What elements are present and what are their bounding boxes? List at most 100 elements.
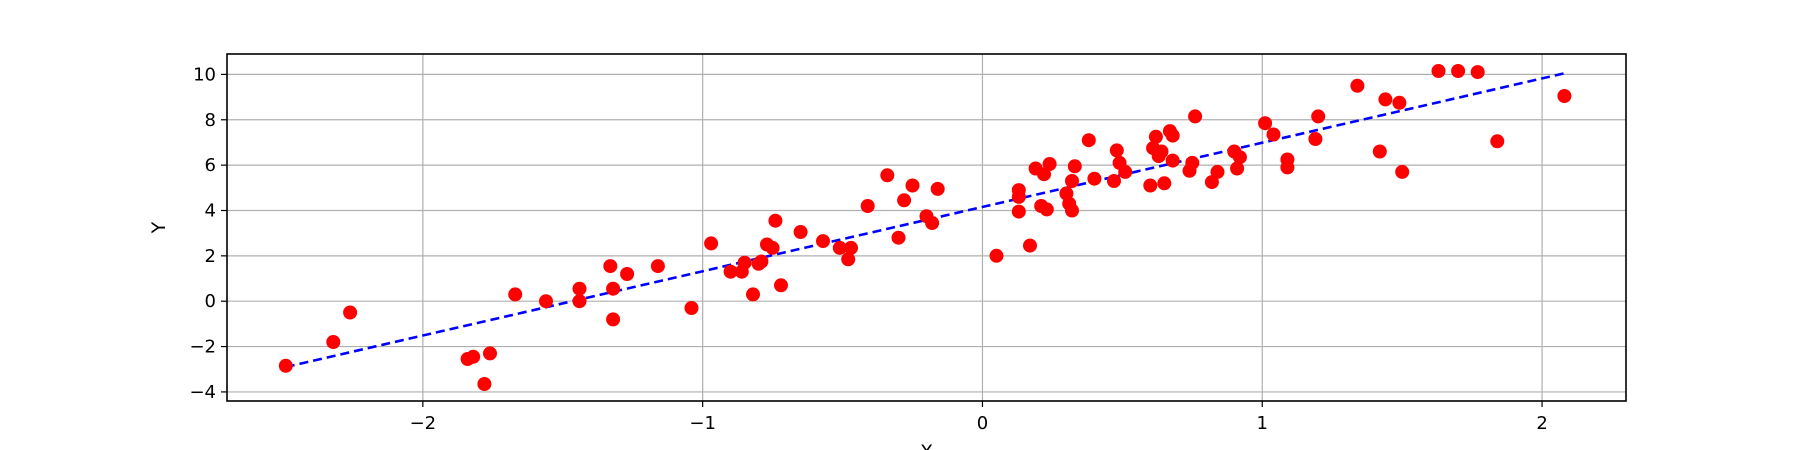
scatter-point [603,259,618,274]
scatter-point [1039,202,1054,217]
scatter-point [1157,176,1172,191]
scatter-point [844,240,858,255]
fit-line [285,72,1565,369]
y-tick-label: 4 [205,200,216,221]
scatter-point [1067,159,1082,174]
scatter-point [1154,144,1169,159]
scatter-point [1118,164,1133,179]
scatter-point [572,281,587,296]
scatter-point [1148,129,1163,144]
scatter-point [704,236,719,251]
scatter-point [989,248,1004,263]
scatter-point [1081,133,1096,148]
y-tick-label: 0 [205,291,216,312]
scatter-point [508,287,523,302]
y-axis-label: Y [148,221,170,234]
scatter-point [905,178,920,193]
x-axis-label: X [920,441,933,450]
scatter-point [1557,89,1572,103]
scatter-point [620,267,635,281]
scatter-point [737,255,752,270]
scatter-point [477,377,492,391]
x-tick-label: 2 [1536,413,1547,434]
scatter-point [278,358,293,373]
scatter-point [1451,64,1466,78]
scatter-point [1165,128,1180,143]
scatter-point [539,294,553,309]
y-tick-label: −4 [189,382,216,403]
plot-area-frame [226,53,1627,402]
scatter-point [765,240,780,255]
scatter-point [1011,189,1026,204]
fit-line-layer [285,72,1565,369]
scatter-point [1308,132,1323,146]
scatter-point [1011,204,1026,219]
scatter-point [832,240,847,255]
scatter-point [1143,178,1158,193]
scatter-point [1065,203,1079,218]
scatter-point [891,230,906,245]
scatter-point [1065,174,1079,188]
x-tick-label: 0 [977,413,988,434]
scatter-point [1042,157,1057,171]
scatter-point [1109,143,1124,158]
scatter-point [1280,160,1295,175]
y-tick-label: 8 [205,110,216,131]
x-tick-label: −1 [689,413,716,434]
scatter-point [897,193,912,208]
scatter-point [326,335,341,349]
scatter-point [1378,92,1393,107]
scatter-point [684,301,699,315]
x-tick-label: 1 [1257,413,1268,434]
scatter-point [723,264,738,279]
scatter-point [466,349,481,364]
scatter-point [650,259,665,274]
scatter-point [1392,95,1407,110]
scatter-point [606,281,621,296]
scatter-point [1490,134,1505,149]
scatter-point [816,234,830,249]
scatter-point [841,252,856,267]
scatter-point [1165,153,1180,168]
x-axis-ticks: −2 −1 0 1 2 [410,401,1548,434]
scatter-point [1023,238,1037,253]
scatter-point [746,287,760,302]
scatter-point [754,254,769,269]
scatter-point [1185,155,1200,170]
scatter-point [483,346,497,361]
scatter-point [768,213,783,228]
scatter-point [880,168,895,183]
y-axis-ticks: −4 −2 0 2 4 6 8 10 [189,64,227,403]
scatter-point [1431,64,1446,78]
scatter-point [572,294,587,309]
scatter-point [1204,175,1219,190]
scatter-point [1188,109,1203,124]
scatter-point [1107,174,1121,188]
y-tick-label: 6 [205,155,216,176]
scatter-point [1311,109,1326,124]
scatter-point [1230,161,1245,176]
y-tick-label: −2 [189,337,216,358]
scatter-point [1350,78,1365,93]
y-tick-label: 10 [193,64,216,85]
x-tick-label: −2 [410,413,437,434]
scatter-point [860,199,875,213]
scatter-point [1372,144,1387,159]
scatter-point [1210,164,1225,179]
scatter-point [1087,171,1102,186]
y-tick-label: 2 [205,246,216,267]
scatter-point [1037,167,1051,182]
scatter-point [925,216,940,230]
scatter-points-layer [278,64,1572,391]
scatter-point [930,181,945,196]
scatter-point [606,312,621,327]
scatter-point [1266,127,1281,142]
scatter-point [1258,116,1273,131]
scatter-point [774,278,788,293]
scatter-point [343,305,358,320]
scatter-point [1395,164,1410,179]
scatter-point [1232,150,1247,165]
scatter-point [1470,65,1485,80]
scatter-point [793,225,808,239]
